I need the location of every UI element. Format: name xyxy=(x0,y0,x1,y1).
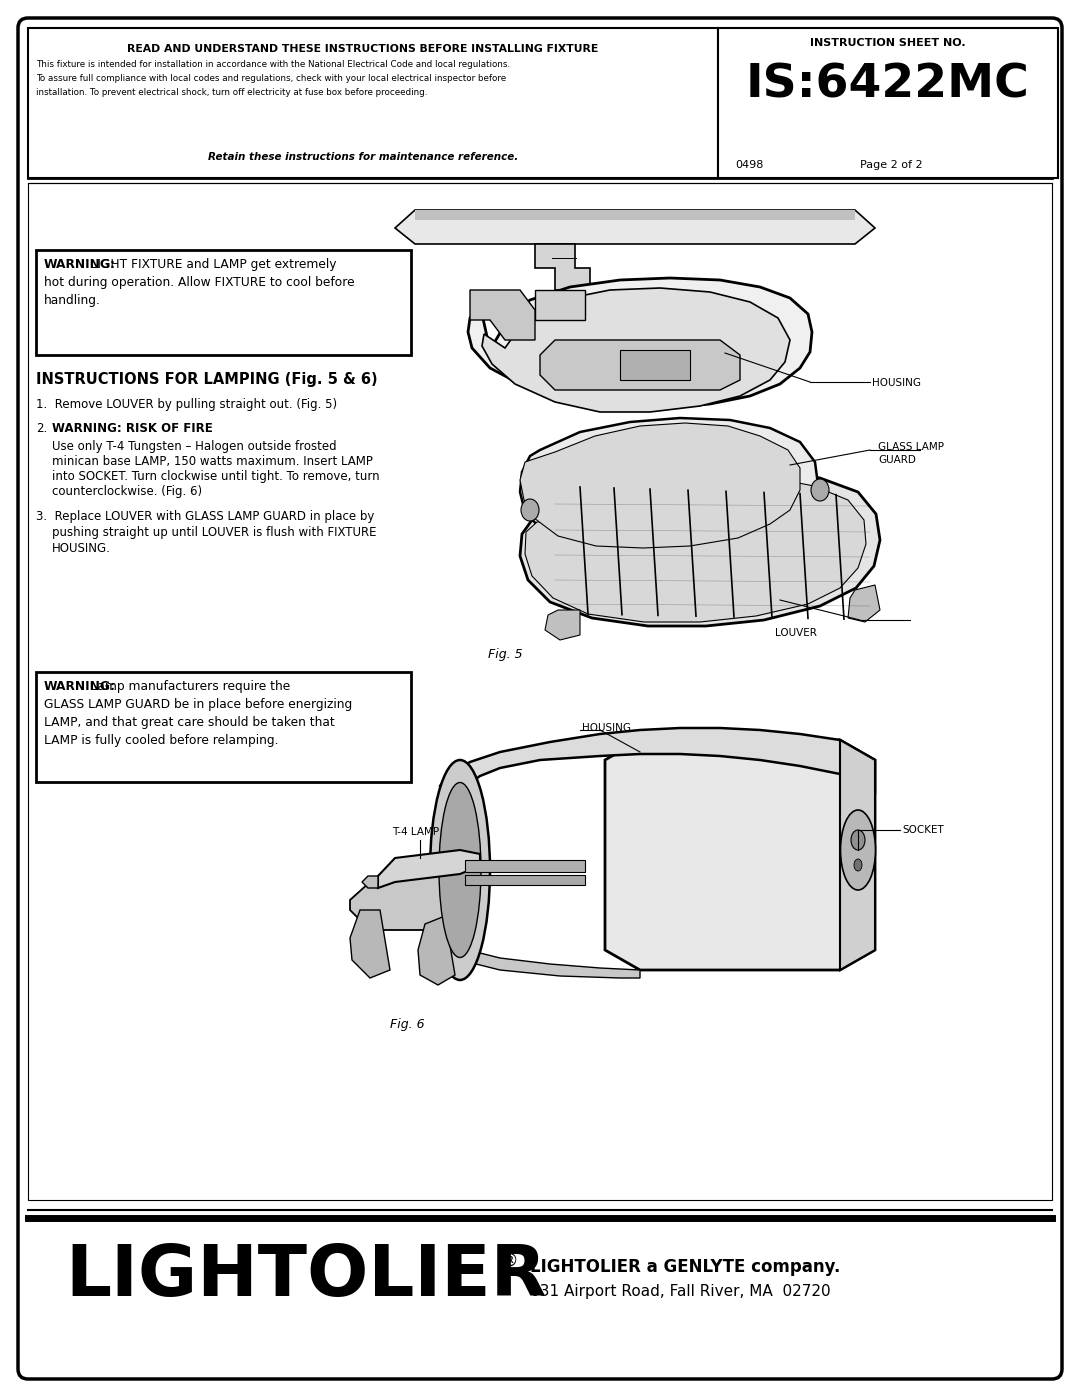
Polygon shape xyxy=(525,476,866,622)
Polygon shape xyxy=(605,740,875,970)
Text: 631 Airport Road, Fall River, MA  02720: 631 Airport Road, Fall River, MA 02720 xyxy=(530,1284,831,1299)
Polygon shape xyxy=(415,210,855,219)
Polygon shape xyxy=(482,288,789,412)
Text: WARNING: RISK OF FIRE: WARNING: RISK OF FIRE xyxy=(52,422,213,434)
Text: installation. To prevent electrical shock, turn off electricity at fuse box befo: installation. To prevent electrical shoc… xyxy=(36,88,428,96)
Text: HOUSING: HOUSING xyxy=(582,724,631,733)
Polygon shape xyxy=(378,849,480,888)
Text: Lamp manufacturers require the: Lamp manufacturers require the xyxy=(44,680,291,693)
Bar xyxy=(620,351,690,380)
Polygon shape xyxy=(350,858,460,930)
Polygon shape xyxy=(395,210,875,244)
Text: 2.: 2. xyxy=(36,422,48,434)
Polygon shape xyxy=(418,916,455,985)
Ellipse shape xyxy=(438,782,481,957)
Text: WARNING:: WARNING: xyxy=(44,258,116,271)
Text: T-4 LAMP: T-4 LAMP xyxy=(392,827,440,837)
Text: LAMP, and that great care should be taken that: LAMP, and that great care should be take… xyxy=(44,717,335,729)
Polygon shape xyxy=(470,291,535,339)
Text: handling.: handling. xyxy=(44,293,100,307)
Bar xyxy=(28,183,1052,1200)
Text: Fig. 6: Fig. 6 xyxy=(390,1018,424,1031)
Text: GLASS LAMP GUARD be in place before energizing: GLASS LAMP GUARD be in place before ener… xyxy=(44,698,352,711)
Text: INSTRUCTION SHEET NO.: INSTRUCTION SHEET NO. xyxy=(810,38,966,47)
Text: Fig. 5: Fig. 5 xyxy=(488,648,523,661)
Polygon shape xyxy=(840,740,875,970)
Bar xyxy=(36,672,411,782)
Bar xyxy=(28,28,718,177)
Text: LIGHTOLIER a GENLYTE company.: LIGHTOLIER a GENLYTE company. xyxy=(530,1259,840,1275)
Bar xyxy=(535,291,585,320)
Bar xyxy=(718,28,1058,177)
Text: pushing straight up until LOUVER is flush with FIXTURE: pushing straight up until LOUVER is flus… xyxy=(52,527,377,539)
Ellipse shape xyxy=(854,859,862,870)
Polygon shape xyxy=(362,876,378,888)
Text: minican base LAMP, 150 watts maximum. Insert LAMP: minican base LAMP, 150 watts maximum. In… xyxy=(52,455,373,468)
Text: ®: ® xyxy=(502,1252,518,1270)
Text: Use only T-4 Tungsten – Halogen outside frosted: Use only T-4 Tungsten – Halogen outside … xyxy=(52,440,337,453)
Text: into SOCKET. Turn clockwise until tight. To remove, turn: into SOCKET. Turn clockwise until tight.… xyxy=(52,469,380,483)
Polygon shape xyxy=(460,949,640,978)
Polygon shape xyxy=(519,423,800,548)
Polygon shape xyxy=(350,909,390,978)
Ellipse shape xyxy=(430,760,490,981)
Text: hot during operation. Allow FIXTURE to cool before: hot during operation. Allow FIXTURE to c… xyxy=(44,277,354,289)
Text: Page 2 of 2: Page 2 of 2 xyxy=(860,161,922,170)
Polygon shape xyxy=(440,728,875,800)
Bar xyxy=(465,861,585,872)
Text: IS:6422MC: IS:6422MC xyxy=(746,61,1030,108)
Polygon shape xyxy=(519,469,880,626)
Ellipse shape xyxy=(521,499,539,521)
Bar xyxy=(36,250,411,355)
Text: WARNING:: WARNING: xyxy=(44,680,116,693)
Text: counterclockwise. (Fig. 6): counterclockwise. (Fig. 6) xyxy=(52,485,202,497)
Text: INSTRUCTIONS FOR LAMPING (Fig. 5 & 6): INSTRUCTIONS FOR LAMPING (Fig. 5 & 6) xyxy=(36,372,378,387)
Polygon shape xyxy=(540,339,740,390)
Text: HOUSING.: HOUSING. xyxy=(52,542,111,555)
Polygon shape xyxy=(468,278,812,408)
Text: To assure full compliance with local codes and regulations, check with your loca: To assure full compliance with local cod… xyxy=(36,74,507,82)
Text: HOUSING: HOUSING xyxy=(872,379,921,388)
Text: LAMP is fully cooled before relamping.: LAMP is fully cooled before relamping. xyxy=(44,733,279,747)
Text: 0498: 0498 xyxy=(735,161,764,170)
Polygon shape xyxy=(545,610,580,640)
Text: 1.  Remove LOUVER by pulling straight out. (Fig. 5): 1. Remove LOUVER by pulling straight out… xyxy=(36,398,337,411)
Text: LOUVER: LOUVER xyxy=(775,629,816,638)
Ellipse shape xyxy=(840,810,876,890)
Bar xyxy=(465,875,585,886)
Text: 3.  Replace LOUVER with GLASS LAMP GUARD in place by: 3. Replace LOUVER with GLASS LAMP GUARD … xyxy=(36,510,375,522)
Text: Retain these instructions for maintenance reference.: Retain these instructions for maintenanc… xyxy=(207,152,518,162)
Polygon shape xyxy=(848,585,880,622)
Polygon shape xyxy=(519,418,818,550)
Ellipse shape xyxy=(851,830,865,849)
FancyBboxPatch shape xyxy=(18,18,1062,1379)
Text: GLASS LAMP
GUARD: GLASS LAMP GUARD xyxy=(878,441,944,465)
Text: SOCKET: SOCKET xyxy=(902,826,944,835)
Text: READ AND UNDERSTAND THESE INSTRUCTIONS BEFORE INSTALLING FIXTURE: READ AND UNDERSTAND THESE INSTRUCTIONS B… xyxy=(127,43,598,54)
Text: LIGHTOLIER: LIGHTOLIER xyxy=(65,1242,546,1310)
Polygon shape xyxy=(535,244,590,291)
Ellipse shape xyxy=(811,479,829,502)
Text: This fixture is intended for installation in accordance with the National Electr: This fixture is intended for installatio… xyxy=(36,60,510,68)
Text: LIGHT FIXTURE and LAMP get extremely: LIGHT FIXTURE and LAMP get extremely xyxy=(44,258,337,271)
